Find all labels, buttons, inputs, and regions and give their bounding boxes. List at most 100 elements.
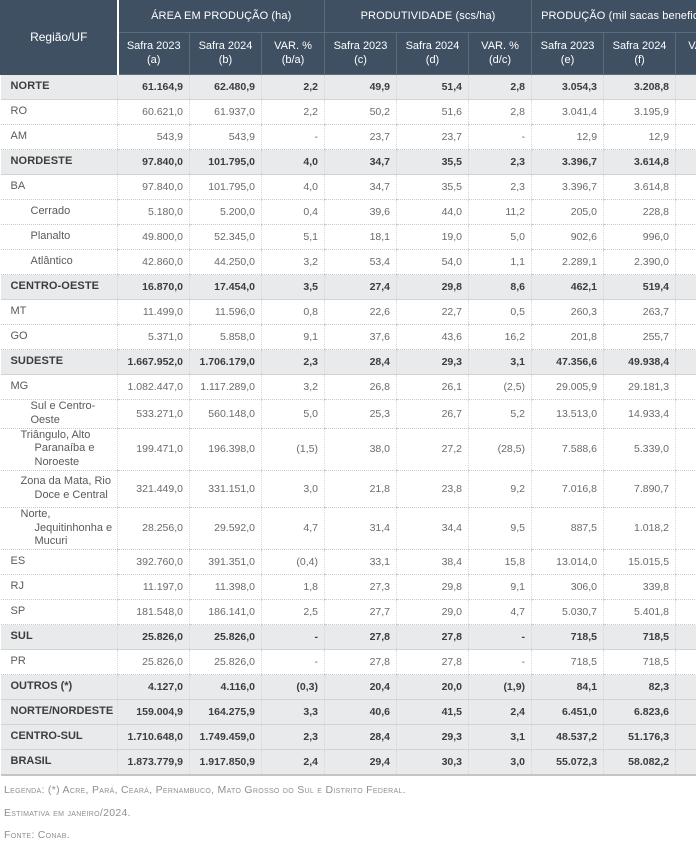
table-page: Região/UF ÁREA EM PRODUÇÃO (ha) PRODUTIV… — [0, 0, 696, 699]
row-label: SUDESTE — [1, 350, 118, 375]
sub-line1: Safra 2023 — [541, 40, 595, 52]
table-cell: - — [469, 650, 532, 675]
table-cell: 29,3 — [397, 350, 469, 375]
table-cell: - — [262, 125, 325, 150]
note-estimativa: Estimativa em janeiro/2024. — [4, 808, 692, 820]
table-cell: 2,2 — [262, 100, 325, 125]
table-cell: 41,5 — [397, 700, 469, 725]
table-cell: 51,4 — [397, 75, 469, 100]
sub-line1: Safra 2024 — [199, 40, 253, 52]
header-col-area-2023: Safra 2023(a) — [118, 33, 190, 75]
table-cell: 61.937,0 — [190, 100, 262, 125]
table-cell: 19,0 — [397, 225, 469, 250]
table-cell: 7,4 — [676, 600, 696, 625]
table-cell: - — [469, 625, 532, 650]
table-cell: 15,8 — [469, 550, 532, 575]
row-label: Atlântico — [1, 250, 118, 275]
table-cell: 560.148,0 — [190, 400, 262, 429]
table-cell: 11.398,0 — [190, 575, 262, 600]
table-cell: 339,8 — [604, 575, 676, 600]
table-cell: 4.116,0 — [190, 675, 262, 700]
table-cell: 27,2 — [397, 428, 469, 470]
table-cell: - — [469, 125, 532, 150]
table-cell: 519,4 — [604, 275, 676, 300]
table-cell: 29,8 — [397, 275, 469, 300]
table-cell: 4,0 — [262, 150, 325, 175]
row-label: NORDESTE — [1, 150, 118, 175]
table-cell: 31,4 — [325, 507, 397, 549]
table-cell: 54,0 — [397, 250, 469, 275]
sub-line1: VAR. % — [688, 40, 696, 52]
table-cell: 44,0 — [397, 200, 469, 225]
table-cell: 26,8 — [325, 375, 397, 400]
sub-line1: Safra 2024 — [406, 40, 460, 52]
table-cell: 3.208,8 — [604, 75, 676, 100]
table-cell: 3.614,8 — [604, 175, 676, 200]
table-cell: 205,0 — [532, 200, 604, 225]
table-cell: 5,1 — [676, 100, 696, 125]
table-cell: 11,0 — [676, 575, 696, 600]
table-cell: 50,2 — [325, 100, 397, 125]
table-cell: 2,2 — [262, 75, 325, 100]
header-col-producao-var: VAR. %(f/e) — [676, 33, 696, 75]
table-cell: 5,5 — [676, 350, 696, 375]
table-cell: 5.180,0 — [118, 200, 190, 225]
table-cell: 26,7 — [397, 400, 469, 429]
table-cell: 26,1 — [397, 375, 469, 400]
table-cell: 49.800,0 — [118, 225, 190, 250]
row-label: MT — [1, 300, 118, 325]
row-label: NORTE — [1, 75, 118, 100]
table-cell: 27,8 — [397, 625, 469, 650]
table-cell: 11.197,0 — [118, 575, 190, 600]
table-cell: 84,1 — [532, 675, 604, 700]
table-cell: 8,6 — [469, 275, 532, 300]
table-cell: 462,1 — [532, 275, 604, 300]
table-cell: 37,6 — [325, 325, 397, 350]
note-legenda: Legenda: (*) Acre, Pará, Ceará, Pernambu… — [4, 785, 692, 797]
table-cell: 60.621,0 — [118, 100, 190, 125]
table-cell: 1.018,2 — [604, 507, 676, 549]
table-cell: 1.749.459,0 — [190, 725, 262, 750]
header-col-producao-2023: Safra 2023(e) — [532, 33, 604, 75]
sub-line2: (a) — [147, 54, 160, 66]
table-cell: 3.396,7 — [532, 150, 604, 175]
table-cell: 14.933,4 — [604, 400, 676, 429]
table-cell: 15,4 — [676, 550, 696, 575]
table-cell: 321.449,0 — [118, 470, 190, 507]
table-cell: 27,8 — [397, 650, 469, 675]
table-cell: 3,5 — [262, 275, 325, 300]
table-cell: (28,5) — [469, 428, 532, 470]
table-cell: 35,5 — [397, 150, 469, 175]
table-cell: 43,6 — [397, 325, 469, 350]
table-header: Região/UF ÁREA EM PRODUÇÃO (ha) PRODUTIV… — [1, 1, 696, 75]
table-cell: 260,3 — [532, 300, 604, 325]
table-cell: 49,9 — [325, 75, 397, 100]
table-cell: 201,8 — [532, 325, 604, 350]
table-cell: 28,4 — [325, 350, 397, 375]
table-cell: 3.396,7 — [532, 175, 604, 200]
row-label: SP — [1, 600, 118, 625]
table-cell: 97.840,0 — [118, 175, 190, 200]
table-cell: 543,9 — [118, 125, 190, 150]
row-label: Planalto — [1, 225, 118, 250]
table-cell: 255,7 — [604, 325, 676, 350]
header-col-prod-2024: Safra 2024(d) — [397, 33, 469, 75]
table-cell: 26,7 — [676, 325, 696, 350]
sub-line2: (f) — [634, 54, 644, 66]
table-cell: 9,1 — [469, 575, 532, 600]
table-cell: 34,4 — [397, 507, 469, 549]
table-cell: 2,5 — [262, 600, 325, 625]
table-cell: 718,5 — [604, 650, 676, 675]
table-cell: 12,4 — [676, 275, 696, 300]
table-cell: 306,0 — [532, 575, 604, 600]
table-cell: 1,1 — [469, 250, 532, 275]
table-cell: 5,1 — [676, 75, 696, 100]
table-cell: 12,9 — [604, 125, 676, 150]
